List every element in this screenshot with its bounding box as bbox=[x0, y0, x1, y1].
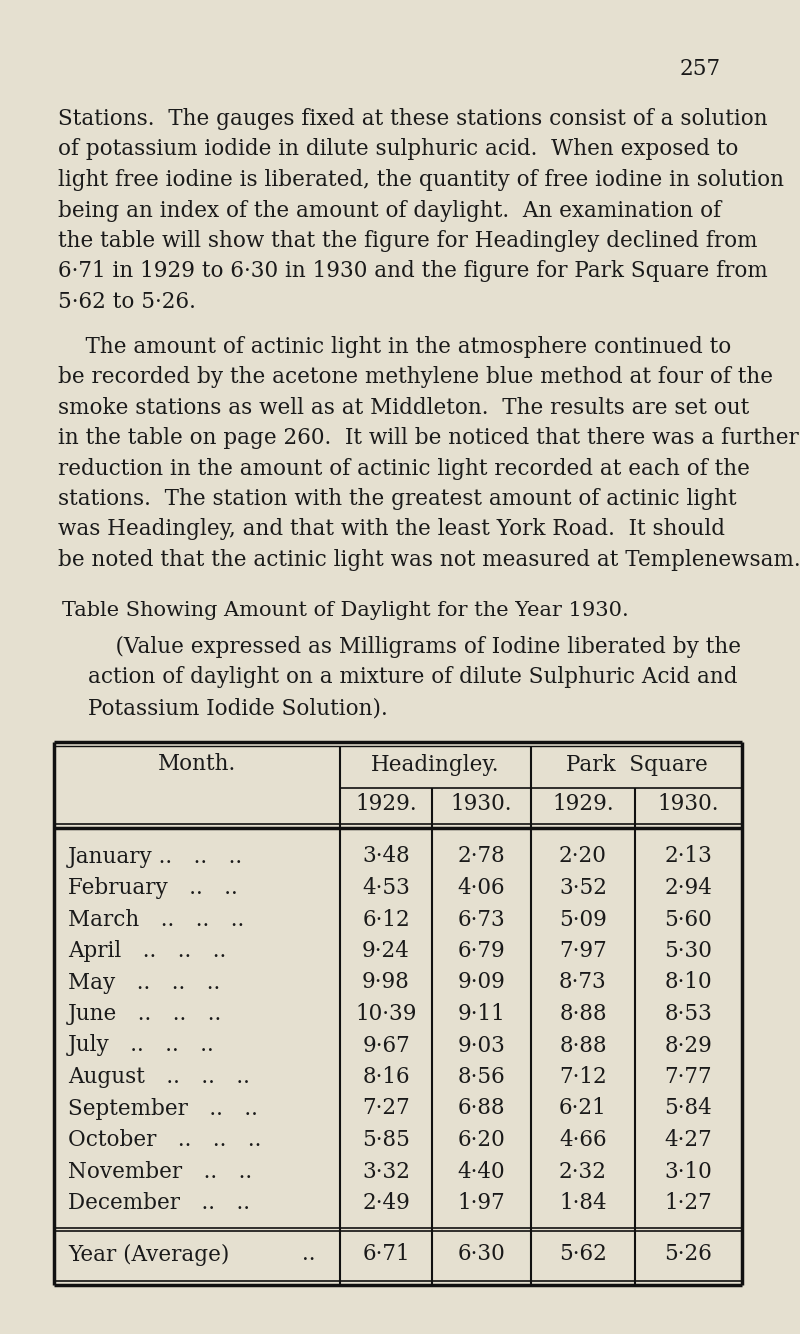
Text: May .. .. ..: May .. .. .. bbox=[68, 971, 220, 994]
Text: 7·97: 7·97 bbox=[559, 940, 607, 962]
Text: 8·73: 8·73 bbox=[559, 971, 607, 994]
Text: Month.: Month. bbox=[158, 754, 236, 775]
Text: Park  Square: Park Square bbox=[566, 754, 707, 775]
Text: The amount of actinic light in the atmosphere continued to: The amount of actinic light in the atmos… bbox=[58, 335, 731, 358]
Text: 5·62: 5·62 bbox=[559, 1243, 607, 1266]
Text: March .. .. ..: March .. .. .. bbox=[68, 908, 244, 931]
Text: 7·27: 7·27 bbox=[362, 1098, 410, 1119]
Text: September .. ..: September .. .. bbox=[68, 1098, 258, 1119]
Text: October .. .. ..: October .. .. .. bbox=[68, 1129, 262, 1151]
Text: 1929.: 1929. bbox=[552, 794, 614, 815]
Text: 2·20: 2·20 bbox=[559, 846, 607, 867]
Text: 4·66: 4·66 bbox=[559, 1129, 607, 1151]
Text: 3·52: 3·52 bbox=[559, 876, 607, 899]
Text: be recorded by the acetone methylene blue method at four of the: be recorded by the acetone methylene blu… bbox=[58, 366, 773, 388]
Text: 8·88: 8·88 bbox=[559, 1034, 607, 1057]
Text: reduction in the amount of actinic light recorded at each of the: reduction in the amount of actinic light… bbox=[58, 458, 750, 479]
Text: November .. ..: November .. .. bbox=[68, 1161, 252, 1182]
Text: 9·03: 9·03 bbox=[458, 1034, 506, 1057]
Text: 6·73: 6·73 bbox=[458, 908, 506, 931]
Text: 5·09: 5·09 bbox=[559, 908, 607, 931]
Text: 9·11: 9·11 bbox=[458, 1003, 506, 1025]
Text: Headingley.: Headingley. bbox=[371, 754, 500, 775]
Text: April .. .. ..: April .. .. .. bbox=[68, 940, 226, 962]
Text: 8·53: 8·53 bbox=[665, 1003, 713, 1025]
Text: Stations.  The gauges fixed at these stations consist of a solution: Stations. The gauges fixed at these stat… bbox=[58, 108, 768, 129]
Text: action of daylight on a mixture of dilute Sulphuric Acid and: action of daylight on a mixture of dilut… bbox=[88, 667, 738, 688]
Text: 6·30: 6·30 bbox=[458, 1243, 506, 1266]
Text: 3·32: 3·32 bbox=[362, 1161, 410, 1182]
Text: 3·48: 3·48 bbox=[362, 846, 410, 867]
Text: 8·16: 8·16 bbox=[362, 1066, 410, 1089]
Text: 5·62 to 5·26.: 5·62 to 5·26. bbox=[58, 291, 196, 313]
Text: was Headingley, and that with the least York Road.  It should: was Headingley, and that with the least … bbox=[58, 519, 725, 540]
Text: 5·60: 5·60 bbox=[665, 908, 712, 931]
Text: Table Showing Amount of Daylight for the Year 1930.: Table Showing Amount of Daylight for the… bbox=[62, 602, 629, 620]
Text: 2·78: 2·78 bbox=[458, 846, 506, 867]
Text: 6·20: 6·20 bbox=[458, 1129, 506, 1151]
Text: 6·88: 6·88 bbox=[458, 1098, 506, 1119]
Text: 5·84: 5·84 bbox=[665, 1098, 712, 1119]
Text: 4·06: 4·06 bbox=[458, 876, 506, 899]
Text: 9·09: 9·09 bbox=[458, 971, 506, 994]
Text: 2·94: 2·94 bbox=[665, 876, 713, 899]
Text: 2·49: 2·49 bbox=[362, 1193, 410, 1214]
Text: Potassium Iodide Solution).: Potassium Iodide Solution). bbox=[88, 696, 388, 719]
Text: light free iodine is liberated, the quantity of free iodine in solution: light free iodine is liberated, the quan… bbox=[58, 169, 784, 191]
Text: 8·10: 8·10 bbox=[665, 971, 712, 994]
Text: 1·84: 1·84 bbox=[559, 1193, 607, 1214]
Text: 1·97: 1·97 bbox=[458, 1193, 506, 1214]
Text: be noted that the actinic light was not measured at Templenewsam.: be noted that the actinic light was not … bbox=[58, 550, 800, 571]
Text: 5·85: 5·85 bbox=[362, 1129, 410, 1151]
Text: 257: 257 bbox=[680, 57, 721, 80]
Text: 1930.: 1930. bbox=[450, 794, 512, 815]
Text: 9·24: 9·24 bbox=[362, 940, 410, 962]
Text: Year (Average): Year (Average) bbox=[68, 1243, 230, 1266]
Text: 4·27: 4·27 bbox=[665, 1129, 712, 1151]
Text: July .. .. ..: July .. .. .. bbox=[68, 1034, 214, 1057]
Text: 6·71 in 1929 to 6·30 in 1930 and the figure for Park Square from: 6·71 in 1929 to 6·30 in 1930 and the fig… bbox=[58, 260, 768, 283]
Text: stations.  The station with the greatest amount of actinic light: stations. The station with the greatest … bbox=[58, 488, 737, 510]
Text: 5·26: 5·26 bbox=[665, 1243, 713, 1266]
Text: 9·67: 9·67 bbox=[362, 1034, 410, 1057]
Text: 1·27: 1·27 bbox=[665, 1193, 712, 1214]
Text: 4·40: 4·40 bbox=[458, 1161, 506, 1182]
Text: 6·79: 6·79 bbox=[458, 940, 506, 962]
Text: 1930.: 1930. bbox=[658, 794, 719, 815]
Text: 1929.: 1929. bbox=[355, 794, 417, 815]
Text: 6·12: 6·12 bbox=[362, 908, 410, 931]
Text: 8·56: 8·56 bbox=[458, 1066, 506, 1089]
Text: 5·30: 5·30 bbox=[665, 940, 713, 962]
Text: 4·53: 4·53 bbox=[362, 876, 410, 899]
Text: 8·29: 8·29 bbox=[665, 1034, 713, 1057]
Text: 2·13: 2·13 bbox=[665, 846, 713, 867]
Text: 10·39: 10·39 bbox=[355, 1003, 417, 1025]
Text: August .. .. ..: August .. .. .. bbox=[68, 1066, 250, 1089]
Text: 6·71: 6·71 bbox=[362, 1243, 410, 1266]
Text: of potassium iodide in dilute sulphuric acid.  When exposed to: of potassium iodide in dilute sulphuric … bbox=[58, 139, 738, 160]
Text: February .. ..: February .. .. bbox=[68, 876, 238, 899]
Text: 8·88: 8·88 bbox=[559, 1003, 607, 1025]
Text: 3·10: 3·10 bbox=[665, 1161, 712, 1182]
Text: (Value expressed as Milligrams of Iodine liberated by the: (Value expressed as Milligrams of Iodine… bbox=[88, 636, 741, 658]
Text: January .. .. ..: January .. .. .. bbox=[68, 846, 243, 867]
Text: June .. .. ..: June .. .. .. bbox=[68, 1003, 222, 1025]
Text: December .. ..: December .. .. bbox=[68, 1193, 250, 1214]
Text: 6·21: 6·21 bbox=[559, 1098, 607, 1119]
Text: being an index of the amount of daylight.  An examination of: being an index of the amount of daylight… bbox=[58, 200, 721, 221]
Text: 2·32: 2·32 bbox=[559, 1161, 607, 1182]
Text: 7·77: 7·77 bbox=[665, 1066, 712, 1089]
Text: the table will show that the figure for Headingley declined from: the table will show that the figure for … bbox=[58, 229, 758, 252]
Text: 9·98: 9·98 bbox=[362, 971, 410, 994]
Text: smoke stations as well as at Middleton.  The results are set out: smoke stations as well as at Middleton. … bbox=[58, 396, 750, 419]
Text: in the table on page 260.  It will be noticed that there was a further: in the table on page 260. It will be not… bbox=[58, 427, 798, 450]
Text: 7·12: 7·12 bbox=[559, 1066, 607, 1089]
Text: ..: .. bbox=[302, 1243, 315, 1266]
